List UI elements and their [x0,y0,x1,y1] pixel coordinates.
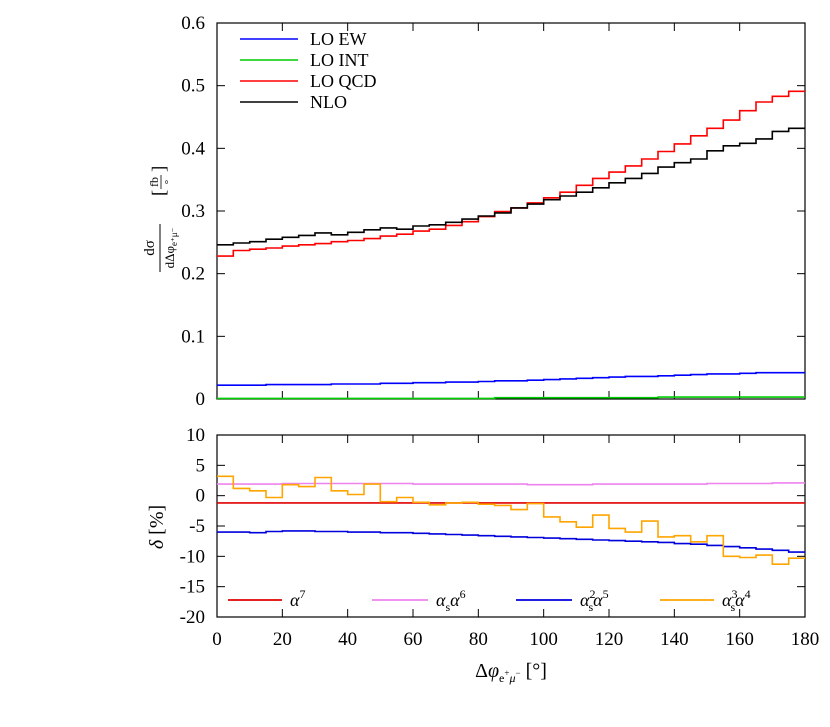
x-tick-label: 140 [660,629,689,650]
svg-text:°: ° [163,180,175,184]
top-series [217,90,805,400]
top-axis-ticks: 0 0.1 0.2 0.3 0.4 0.5 0.6 [181,13,806,410]
x-tick-label: 80 [469,629,488,650]
top-series-lo-qcd [217,90,805,257]
legend-label-as-alpha6: αsα6 [436,587,466,614]
legend-label-lo-int: LO INT [310,50,368,70]
bottom-series [217,475,805,565]
bottom-series-s [217,530,805,553]
bottom-series-s [217,475,805,565]
bottom-y-axis-label: δ [%] [146,505,168,549]
x-tick-label: 40 [338,629,357,650]
top-y-tick-label: 0 [196,389,206,410]
bottom-y-tick-label: -5 [189,516,205,537]
bottom-y-tick-label: 10 [186,425,205,446]
x-tick-label: 120 [595,629,624,650]
svg-text:dσ: dσ [142,240,158,256]
x-axis-label: Δφe+μ− [°] [475,660,547,685]
bottom-y-tick-label: -20 [180,607,205,628]
bottom-legend: α7 αsα6 α2 sα5 α3 sα4 [228,587,751,614]
top-legend: LO EW LO INT LO QCD NLO [240,29,377,112]
top-y-axis-label: dσ dΔφe⁺μ⁻ [ fb ° ] [142,166,179,272]
svg-text:[: [ [149,190,170,196]
top-y-tick-label: 0.2 [181,264,205,285]
svg-text:dΔφe⁺μ⁻: dΔφe⁺μ⁻ [162,227,179,268]
legend-label-nlo: NLO [310,92,347,112]
bottom-y-tick-label: -15 [180,577,205,598]
top-panel: 0 0.1 0.2 0.3 0.4 0.5 0.6 LO EW LO INT LO QCD … [142,13,806,410]
top-y-tick-label: 0.4 [181,138,205,159]
svg-text:δ [%]: δ [%] [146,505,168,549]
x-tick-label: 180 [791,629,820,650]
bottom-y-tick-label: 5 [196,455,206,476]
x-tick-label: 160 [725,629,754,650]
top-series-nlo [217,127,805,246]
svg-text:]: ] [149,166,170,172]
top-y-tick-label: 0.3 [181,201,205,222]
legend-label-alpha7: α7 [290,587,305,610]
svg-text:fb: fb [147,177,161,187]
x-tick-label: 100 [529,629,558,650]
legend-label-lo-ew: LO EW [310,29,366,49]
legend-label-lo-qcd: LO QCD [310,71,377,91]
bottom-y-tick-label: -10 [180,546,205,567]
x-tick-label: 20 [273,629,292,650]
top-y-tick-label: 0.6 [181,13,205,34]
svg-text:Δφe+μ− [°]: Δφe+μ− [°] [475,660,547,685]
top-series-lo-ew [217,371,805,386]
bottom-y-tick-label: 0 [196,486,206,507]
top-y-tick-label: 0.5 [181,76,205,97]
top-y-tick-label: 0.1 [181,326,205,347]
bottom-series-s [217,482,805,486]
x-tick-label: 60 [404,629,423,650]
top-series-lo-int [217,396,805,400]
legend-label-as2-alpha5: α2 sα5 [580,587,609,614]
legend-label-as3-alpha4: α3 sα4 [722,587,751,614]
x-tick-label: 0 [212,629,222,650]
